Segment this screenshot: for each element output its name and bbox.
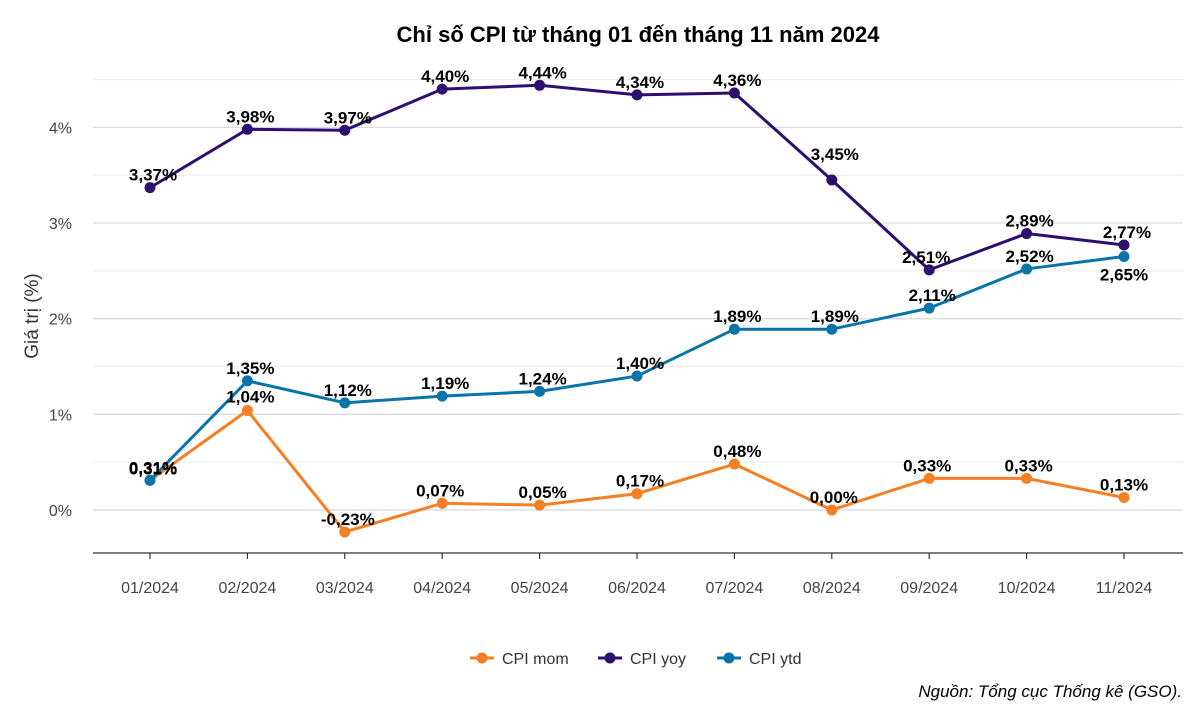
cpi-ytd-data-label: 1,89% xyxy=(713,307,761,326)
x-tick-label: 01/2024 xyxy=(121,580,179,597)
cpi-yoy-data-label: 3,98% xyxy=(226,107,274,126)
cpi-mom-data-label: 0,33% xyxy=(903,456,951,475)
cpi-ytd-point xyxy=(339,397,351,409)
cpi-mom-point xyxy=(534,499,546,511)
cpi-mom-point xyxy=(826,504,838,516)
x-tick-label: 08/2024 xyxy=(803,580,861,597)
x-tick-label: 11/2024 xyxy=(1096,580,1153,597)
cpi-yoy-data-label: 2,51% xyxy=(902,248,950,267)
y-axis-label: Giá trị (%) xyxy=(22,273,43,359)
cpi-mom-point xyxy=(631,488,643,500)
cpi-yoy-legend-label: CPI yoy xyxy=(630,651,686,668)
cpi-yoy-data-label: 3,45% xyxy=(811,145,859,164)
cpi-ytd-point xyxy=(241,375,253,387)
cpi-yoy-data-label: 2,77% xyxy=(1103,223,1151,242)
cpi-mom-data-label: 0,31% xyxy=(129,459,177,478)
cpi-mom-legend-marker xyxy=(476,652,488,664)
cpi-mom-data-label: 0,07% xyxy=(416,481,464,500)
cpi-yoy-point xyxy=(631,89,643,101)
cpi-mom-point xyxy=(339,526,351,538)
x-tick-label: 09/2024 xyxy=(900,580,958,597)
cpi-yoy-point xyxy=(923,264,935,276)
cpi-mom-data-label: -0,23% xyxy=(321,510,375,529)
x-axis: 01/2024 02/2024 03/2024 04/2024 05/2024 06/20… xyxy=(121,553,1152,597)
cpi-mom-point xyxy=(1118,492,1130,504)
cpi-ytd-data-label: 1,12% xyxy=(324,381,372,400)
chart-title: Chỉ số CPI từ tháng 01 đến tháng 11 năm … xyxy=(397,22,881,47)
cpi-mom-legend-label: CPI mom xyxy=(502,651,569,668)
cpi-yoy-data-label: 3,37% xyxy=(129,166,177,185)
y-tick-label: 2% xyxy=(49,312,72,329)
cpi-ytd-point xyxy=(534,385,546,397)
cpi-yoy-point xyxy=(1118,239,1130,251)
legend: CPI mom CPI yoy CPI ytd xyxy=(470,651,801,668)
cpi-yoy-point xyxy=(534,79,546,91)
y-tick-label: 4% xyxy=(49,120,72,137)
cpi-mom-point xyxy=(923,472,935,484)
cpi-ytd-point xyxy=(826,323,838,335)
cpi-ytd-data-label: 2,52% xyxy=(1005,247,1053,266)
cpi-ytd-point xyxy=(728,323,740,335)
cpi-ytd-data-label: 1,19% xyxy=(421,374,469,393)
cpi-ytd-point xyxy=(923,302,935,314)
cpi-mom-data-label: 0,13% xyxy=(1100,476,1148,495)
cpi-yoy-data-label: 4,40% xyxy=(421,67,469,86)
cpi-yoy-point xyxy=(144,182,156,194)
y-tick-label: 1% xyxy=(49,407,72,424)
x-tick-label: 05/2024 xyxy=(511,580,569,597)
cpi-ytd-point xyxy=(1021,263,1033,275)
cpi-yoy-data-label: 2,89% xyxy=(1005,212,1053,231)
cpi-ytd-data-label: 2,65% xyxy=(1100,266,1148,285)
cpi-mom-point xyxy=(1021,472,1033,484)
cpi-mom-data-label: 0,17% xyxy=(616,472,664,491)
cpi-mom-data-label: 0,00% xyxy=(810,488,858,507)
cpi-yoy-point xyxy=(826,174,838,186)
x-tick-label: 07/2024 xyxy=(705,580,763,597)
data-labels: 0,31% 1,04% -0,23% 0,07% 0,05% 0,17% 0,48% 0,00… xyxy=(129,63,1151,529)
cpi-yoy-point xyxy=(241,123,253,135)
cpi-yoy-point xyxy=(1021,228,1033,240)
cpi-mom-data-label: 0,33% xyxy=(1004,456,1052,475)
x-tick-label: 02/2024 xyxy=(218,580,276,597)
cpi-ytd-data-label: 0,31% xyxy=(129,458,177,477)
cpi-ytd-data-label: 2,11% xyxy=(909,286,956,305)
cpi-mom-point xyxy=(728,458,740,470)
cpi-yoy-point xyxy=(728,87,740,99)
cpi-yoy-point xyxy=(339,124,351,136)
cpi-ytd-point xyxy=(436,390,448,402)
cpi-yoy-data-label: 4,44% xyxy=(518,63,566,82)
cpi-mom-data-label: 0,05% xyxy=(518,483,566,502)
cpi-mom-point xyxy=(436,497,448,509)
cpi-mom-data-label: 0,48% xyxy=(713,442,761,461)
gridlines xyxy=(93,79,1183,511)
x-tick-label: 10/2024 xyxy=(998,580,1056,597)
cpi-ytd-data-label: 1,24% xyxy=(518,369,566,388)
y-tick-label: 0% xyxy=(49,503,72,520)
cpi-yoy-data-label: 4,36% xyxy=(713,71,761,90)
x-tick-label: 06/2024 xyxy=(608,580,666,597)
x-tick-label: 04/2024 xyxy=(413,580,471,597)
cpi-ytd-data-label: 1,40% xyxy=(616,354,664,373)
cpi-ytd-point xyxy=(1118,251,1130,263)
cpi-yoy-point xyxy=(436,83,448,95)
cpi-yoy-data-label: 3,97% xyxy=(324,108,372,127)
cpi-ytd-legend-label: CPI ytd xyxy=(749,651,801,668)
x-tick-label: 03/2024 xyxy=(316,580,374,597)
cpi-ytd-point xyxy=(144,474,156,486)
source-caption: Nguồn: Tổng cục Thống kê (GSO). xyxy=(918,682,1182,701)
y-axis: 0% 1% 2% 3% 4% xyxy=(49,120,72,520)
y-tick-label: 3% xyxy=(49,216,72,233)
cpi-yoy-legend-marker xyxy=(604,652,616,664)
cpi-mom-data-label: 1,04% xyxy=(226,387,274,406)
cpi-yoy-line xyxy=(148,83,1126,272)
cpi-ytd-data-label: 1,35% xyxy=(226,359,274,378)
cpi-ytd-data-label: 1,89% xyxy=(811,307,859,326)
series-layer xyxy=(144,79,1130,538)
cpi-mom-point xyxy=(241,404,253,416)
cpi-ytd-legend-marker xyxy=(723,652,735,664)
cpi-yoy-data-label: 4,34% xyxy=(616,73,664,92)
cpi-ytd-point xyxy=(631,370,643,382)
